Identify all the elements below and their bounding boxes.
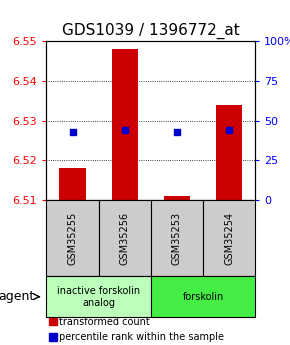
Point [70,129,75,135]
Title: GDS1039 / 1396772_at: GDS1039 / 1396772_at [62,22,240,39]
Text: GSM35253: GSM35253 [172,211,182,265]
Point [175,129,179,135]
Text: agent: agent [0,290,35,303]
Point [227,128,231,133]
Text: transformed count: transformed count [59,317,150,326]
Text: GSM35254: GSM35254 [224,211,234,265]
Point [122,128,127,133]
Bar [59,168,86,200]
Text: inactive forskolin
analog: inactive forskolin analog [57,286,140,307]
Bar [164,196,190,200]
Text: forskolin: forskolin [182,292,224,302]
Text: GSM35255: GSM35255 [68,211,77,265]
Text: percentile rank within the sample: percentile rank within the sample [59,332,224,342]
Bar [216,105,242,200]
Bar [112,49,138,200]
Text: GSM35256: GSM35256 [120,211,130,265]
